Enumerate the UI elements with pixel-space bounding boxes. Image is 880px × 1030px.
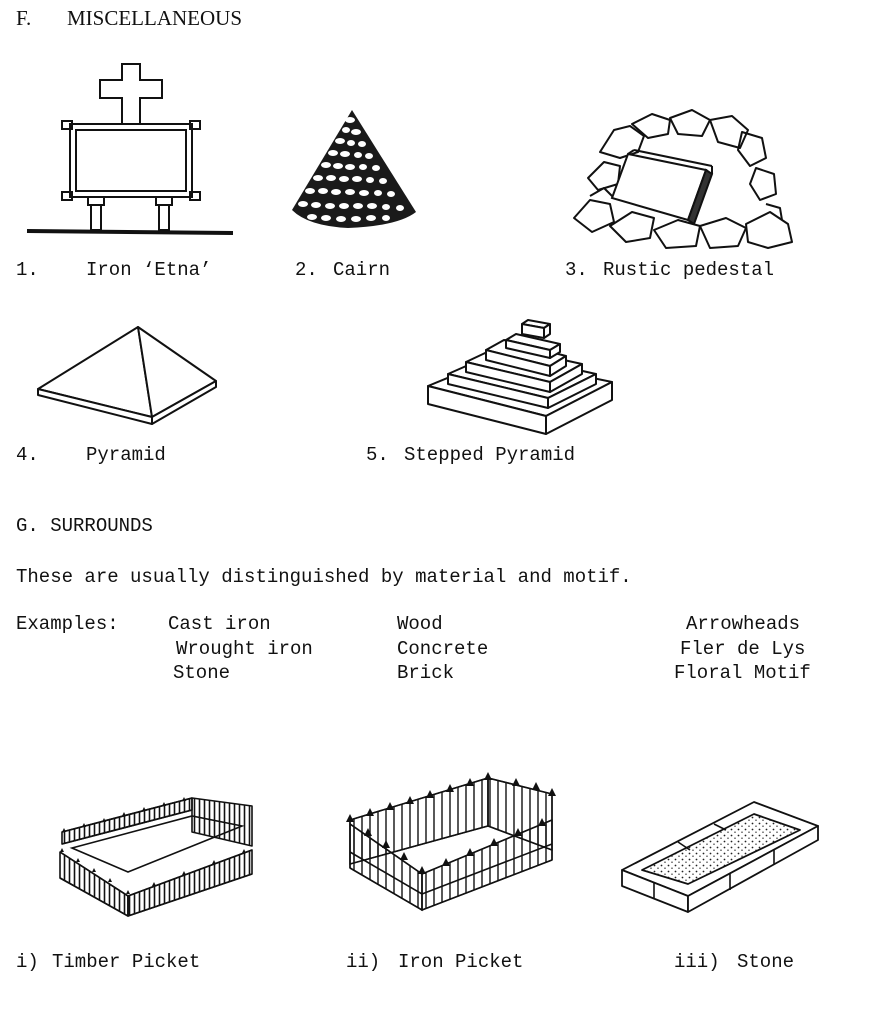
item-3-label: Rustic pedestal: [603, 259, 775, 281]
cairn-icon: [292, 110, 416, 228]
material-cast-iron: Cast iron: [168, 613, 271, 635]
item-1-label: Iron ‘Etna’: [86, 259, 212, 281]
rustic-pedestal-icon: [570, 108, 798, 252]
surround-3-number: iii): [674, 951, 720, 973]
item-4-number: 4.: [16, 444, 39, 466]
surround-1-number: i): [16, 951, 39, 973]
item-2-number: 2.: [295, 259, 318, 281]
motif-floral: Floral Motif: [674, 662, 811, 684]
section-g-intro: These are usually distinguished by mater…: [16, 566, 632, 588]
item-2-label: Cairn: [333, 259, 391, 281]
material-wrought-iron: Wrought iron: [176, 638, 313, 660]
material-wood: Wood: [397, 613, 443, 635]
item-3-number: 3.: [565, 259, 588, 281]
item-4-label: Pyramid: [86, 444, 166, 466]
item-5-number: 5.: [366, 444, 389, 466]
stepped-pyramid-icon: [426, 318, 616, 438]
surround-2-label: Iron Picket: [398, 951, 524, 973]
surround-2-number: ii): [346, 951, 381, 973]
item-5-label: Stepped Pyramid: [404, 444, 576, 466]
material-stone: Stone: [173, 662, 231, 684]
surround-3-label: Stone: [737, 951, 795, 973]
iron-picket-icon: [346, 772, 556, 914]
motif-fler-de-lys: Fler de Lys: [680, 638, 806, 660]
material-concrete: Concrete: [397, 638, 489, 660]
iron-etna-icon: [25, 60, 235, 240]
motif-arrowheads: Arrowheads: [686, 613, 801, 635]
material-brick: Brick: [397, 662, 455, 684]
stone-surround-icon: [618, 798, 824, 916]
surround-1-label: Timber Picket: [52, 951, 201, 973]
section-f-title: MISCELLANEOUS: [67, 6, 243, 30]
section-f-letter: F.: [16, 6, 32, 30]
pyramid-icon: [34, 325, 220, 425]
section-g-heading: G. SURROUNDS: [16, 515, 153, 537]
timber-picket-icon: [52, 797, 262, 920]
examples-label: Examples:: [16, 613, 119, 635]
item-1-number: 1.: [16, 259, 39, 281]
